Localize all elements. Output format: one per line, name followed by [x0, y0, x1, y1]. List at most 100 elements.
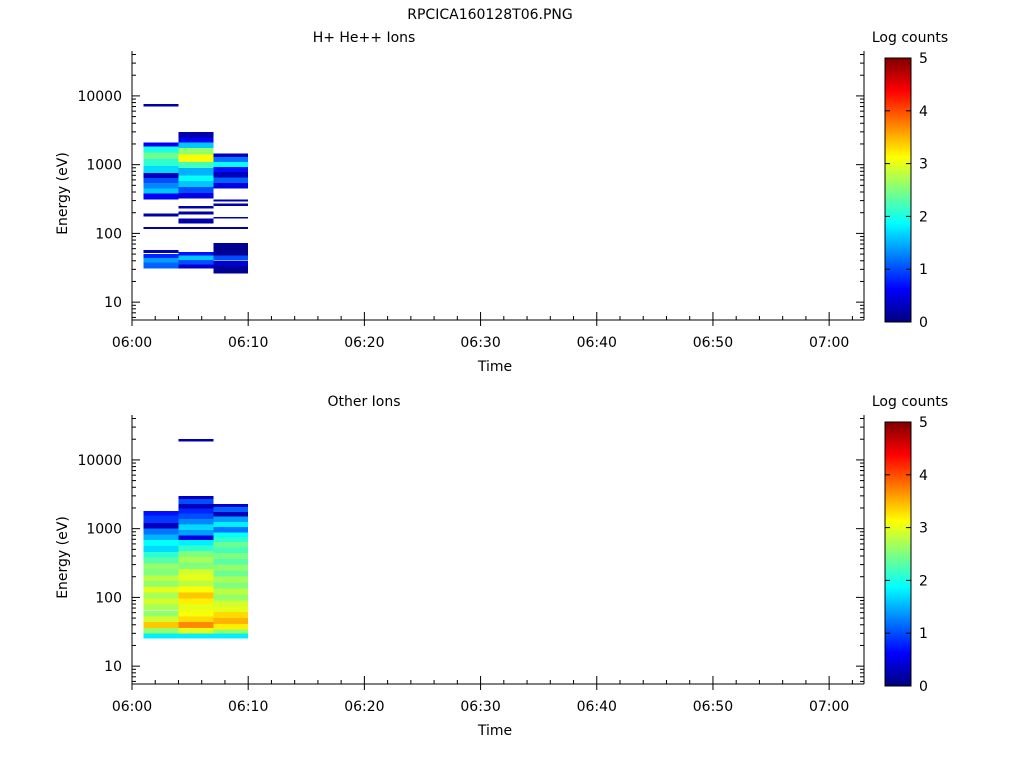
heatmap-cell [213, 260, 249, 267]
heatmap-cell [178, 610, 214, 617]
heatmap-cell [178, 519, 214, 525]
heatmap-cell [143, 172, 179, 178]
heatmap-cell [178, 529, 214, 536]
heatmap-cell [178, 524, 214, 530]
heatmap-cell [178, 562, 214, 569]
heatmap-cell [213, 511, 249, 517]
heatmap-cell [213, 516, 249, 522]
heatmap-cells [143, 104, 249, 274]
heatmap-cell [178, 131, 214, 138]
heatmap-cell [178, 187, 214, 193]
heatmap-cell [143, 569, 179, 576]
heatmap-cell [178, 255, 214, 260]
heatmap-cell [178, 574, 214, 581]
heatmap-cell [143, 257, 179, 263]
y-tick-label: 1000 [86, 158, 122, 174]
x-tick-label: 06:20 [344, 335, 384, 351]
figure-title: RPCICA160128T06.PNG [407, 7, 572, 23]
heatmap-cell [143, 213, 179, 217]
x-tick-label: 06:40 [577, 699, 617, 715]
heatmap-cell [213, 570, 249, 577]
heatmap-cell [213, 522, 249, 528]
x-tick-label: 07:00 [809, 699, 849, 715]
heatmap-cell [178, 499, 214, 504]
heatmap-cell [213, 255, 249, 261]
heatmap-cell [143, 604, 179, 611]
heatmap-cell [178, 592, 214, 599]
heatmap-cell [178, 206, 214, 209]
colorbar-tick-label: 4 [919, 468, 928, 484]
heatmap-cell [143, 563, 179, 570]
colorbar: Log counts 0 1 2 3 4 5 [872, 30, 948, 331]
heatmap-cell [178, 627, 214, 634]
heatmap-cell [213, 177, 249, 183]
heatmap-cell [213, 553, 249, 560]
panel-title: Other Ions [327, 394, 400, 410]
heatmap-cell [213, 153, 249, 157]
heatmap-cell [213, 559, 249, 565]
x-tick-label: 06:30 [460, 335, 500, 351]
heatmap-cell [178, 556, 214, 563]
heatmap-cell [213, 624, 249, 630]
heatmap-cell [213, 564, 249, 571]
heatmap-cell [213, 507, 249, 512]
y-tick-label: 100 [95, 226, 122, 242]
heatmap-cell [213, 172, 249, 178]
heatmap-cell [178, 180, 214, 188]
y-axis-label: Energy (eV) [55, 516, 71, 599]
y-tick-label: 10000 [77, 89, 122, 105]
heatmap-cell [143, 142, 179, 147]
colorbar-tick-label: 3 [919, 521, 928, 537]
x-axis-label: Time [477, 723, 512, 739]
colorbar-tick-label: 0 [919, 315, 928, 331]
heatmap-cell [143, 159, 179, 167]
heatmap-cell [213, 527, 249, 533]
heatmap-cell [213, 588, 249, 595]
heatmap-cell [178, 535, 214, 541]
heatmap-cell [178, 621, 214, 628]
y-tick-label: 100 [95, 590, 122, 606]
heatmap-cell [213, 594, 249, 601]
heatmap-cell [143, 557, 179, 564]
x-tick-label: 06:20 [344, 699, 384, 715]
heatmap-cell [178, 508, 214, 514]
x-axis-label: Time [477, 359, 512, 375]
heatmap-cell [178, 586, 214, 593]
panel-title: H+ He++ Ions [313, 30, 416, 46]
heatmap-cell [178, 211, 214, 215]
heatmap-cell [178, 260, 214, 265]
heatmap-cell [143, 152, 179, 160]
heatmap-cell [178, 218, 214, 224]
y-tick-label: 1000 [86, 522, 122, 538]
heatmap-cell [178, 604, 214, 611]
heatmap-cell [178, 142, 214, 148]
heatmap-cell [178, 503, 214, 509]
heatmap-cell [143, 515, 179, 524]
heatmap-cell [143, 534, 179, 541]
heatmap-cell [213, 266, 249, 274]
x-tick-label: 06:50 [693, 335, 733, 351]
heatmap-cell [143, 511, 179, 516]
colorbar-tick-label: 1 [919, 626, 928, 642]
heatmap-cell [143, 188, 179, 194]
heatmap-cell [213, 199, 249, 202]
colorbar-label: Log counts [872, 30, 948, 46]
x-tick-label: 06:30 [460, 699, 500, 715]
heatmap-cell [213, 612, 249, 619]
heatmap-cell [143, 540, 179, 546]
heatmap-cell [143, 621, 179, 628]
heatmap-cell [178, 251, 214, 256]
heatmap-cell [178, 439, 214, 442]
heatmap-cell [143, 627, 179, 634]
heatmap-cell [143, 523, 179, 529]
colorbar-gradient [884, 421, 912, 687]
x-tick-label: 06:00 [112, 699, 152, 715]
heatmap-cell [143, 581, 179, 587]
colorbar-tick-label: 5 [919, 51, 928, 67]
colorbar-tick-label: 5 [919, 415, 928, 431]
heatmap-cell [213, 547, 249, 554]
heatmap-cell [178, 598, 214, 605]
